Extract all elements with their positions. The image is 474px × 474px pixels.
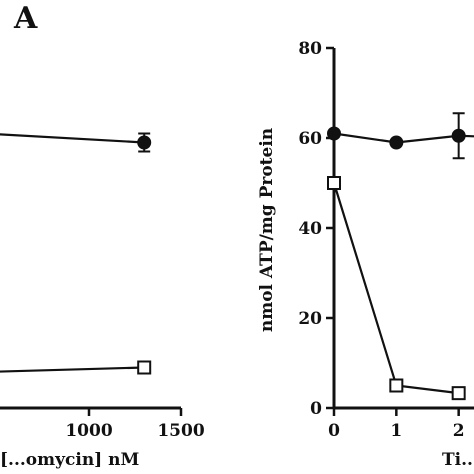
left-series-0-point <box>137 135 152 150</box>
right-series-1-line <box>332 182 459 395</box>
right-y-tick-label: 80 <box>298 39 322 59</box>
right-series-1-point <box>389 378 404 393</box>
left-series-1-line <box>0 366 145 373</box>
left-x-tick-label: 1000 <box>65 421 112 441</box>
right-plot-area <box>327 112 474 401</box>
right-x-tick-label: 2 <box>453 421 465 441</box>
left-chart: 1000 1500 [...omycin] nM <box>0 132 205 470</box>
right-series-0-point <box>327 126 341 141</box>
right-x-tick-label: 0 <box>328 421 340 441</box>
right-y-tick-label: 40 <box>298 219 322 239</box>
left-series-1-point <box>137 360 152 375</box>
panel-letter: A <box>13 1 38 36</box>
right-y-tick-label: 20 <box>298 309 322 329</box>
right-x-tick-label: 1 <box>390 421 402 441</box>
right-series-1-point <box>451 386 466 401</box>
right-y-axis-title: nmol ATP/mg Protein <box>257 128 277 332</box>
right-series-0-point <box>389 135 404 150</box>
right-series-1-point <box>327 176 341 190</box>
right-y-tick-label: 60 <box>298 129 322 149</box>
left-series-0-line <box>0 133 145 144</box>
right-y-tick-label: 0 <box>310 399 322 419</box>
left-plot-area <box>0 132 152 375</box>
left-x-axis-title: [...omycin] nM <box>0 450 139 470</box>
right-x-axis-title: Ti... <box>442 450 474 470</box>
right-series-0-line <box>333 132 474 144</box>
left-x-tick-label: 1500 <box>157 421 204 441</box>
right-series-0-point <box>451 128 466 143</box>
